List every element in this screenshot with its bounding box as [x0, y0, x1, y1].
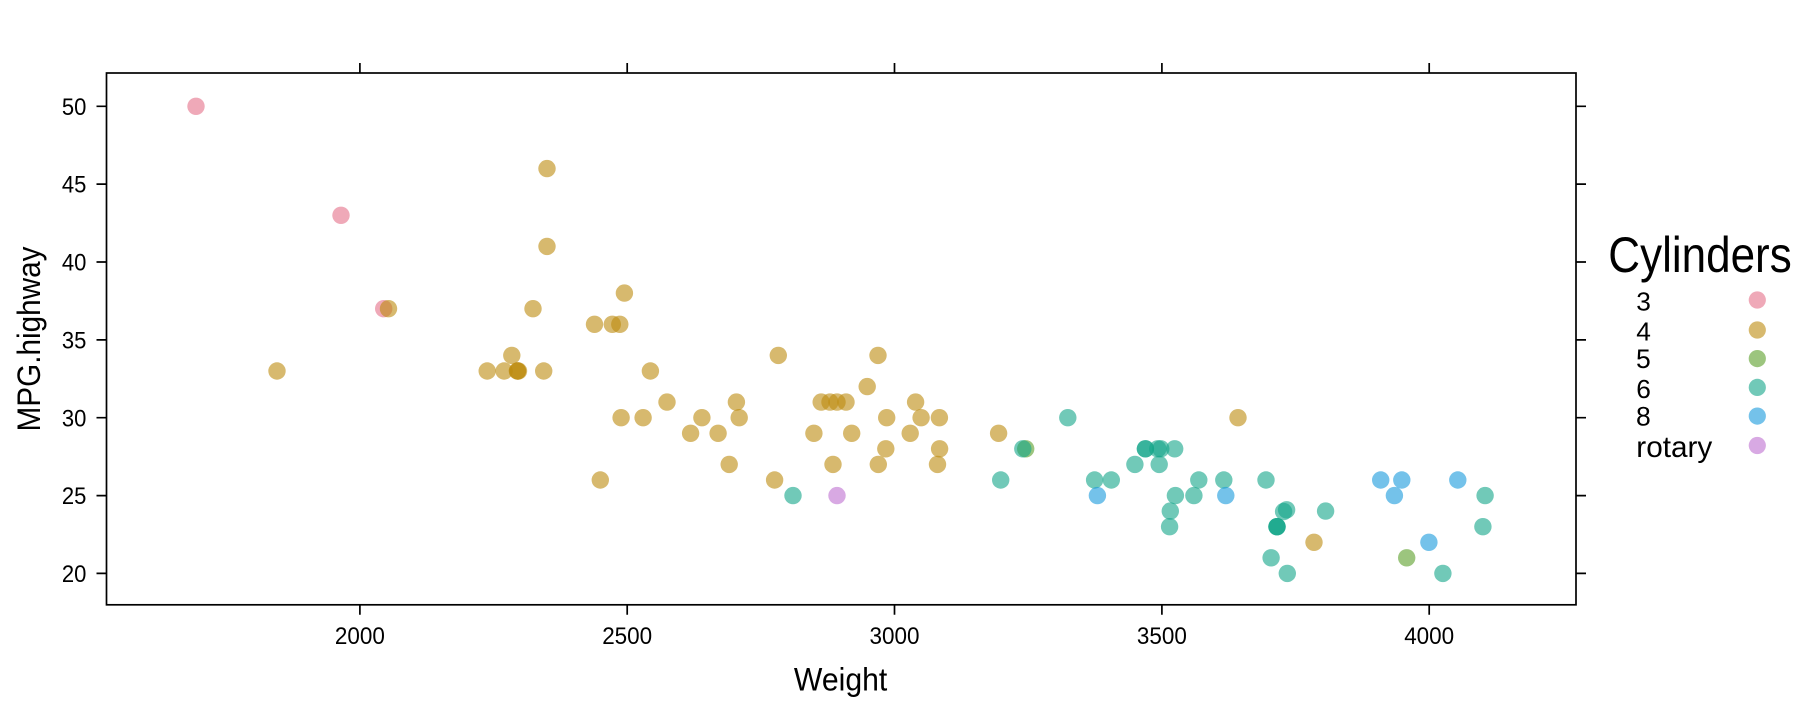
svg-text:40: 40	[62, 251, 87, 277]
svg-text:50: 50	[62, 95, 87, 121]
svg-text:3500: 3500	[1137, 624, 1187, 650]
svg-text:35: 35	[62, 329, 87, 355]
svg-text:4: 4	[1636, 317, 1651, 347]
svg-text:20: 20	[62, 562, 87, 588]
svg-text:4000: 4000	[1404, 624, 1454, 650]
svg-text:6: 6	[1636, 374, 1651, 404]
svg-text:3000: 3000	[870, 624, 920, 650]
svg-text:45: 45	[62, 173, 87, 199]
svg-text:5: 5	[1636, 344, 1651, 374]
svg-text:2000: 2000	[335, 624, 385, 650]
svg-text:2500: 2500	[602, 624, 652, 650]
svg-text:8: 8	[1636, 402, 1651, 432]
svg-text:30: 30	[62, 406, 87, 432]
svg-text:25: 25	[62, 484, 87, 510]
svg-text:3: 3	[1636, 287, 1651, 317]
svg-text:Weight: Weight	[794, 661, 888, 697]
svg-text:Cylinders: Cylinders	[1608, 227, 1791, 283]
svg-text:MPG.highway: MPG.highway	[11, 247, 47, 432]
svg-text:rotary: rotary	[1636, 431, 1712, 464]
